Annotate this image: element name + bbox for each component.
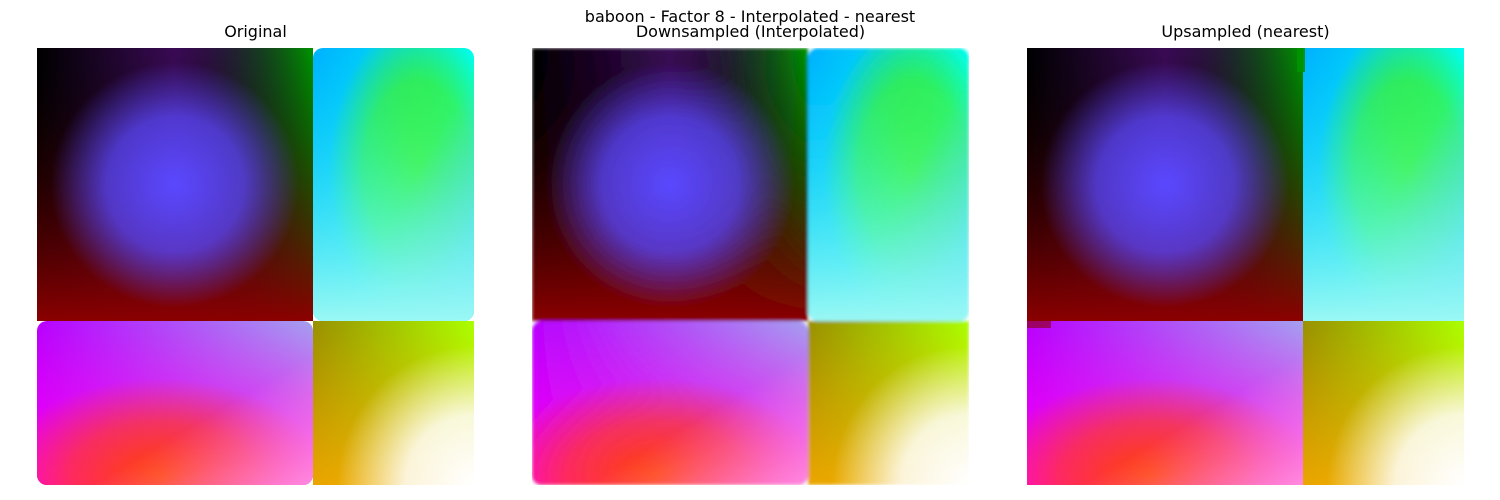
- original-image-panel: Original: [37, 23, 474, 485]
- panel-title-original: Original: [224, 22, 287, 41]
- original-image: [37, 48, 474, 485]
- downsampled-image-panel: Downsampled (Interpolated): [532, 23, 969, 485]
- upsampled-image: [1027, 48, 1464, 485]
- panel-title-downsampled: Downsampled (Interpolated): [635, 22, 866, 41]
- downsampled-image: [532, 48, 969, 485]
- upsampled-image-panel: Upsampled (nearest): [1027, 23, 1464, 485]
- figure-title: baboon - Factor 8 - Interpolated - neare…: [584, 7, 916, 26]
- panel-title-upsampled: Upsampled (nearest): [1161, 22, 1330, 41]
